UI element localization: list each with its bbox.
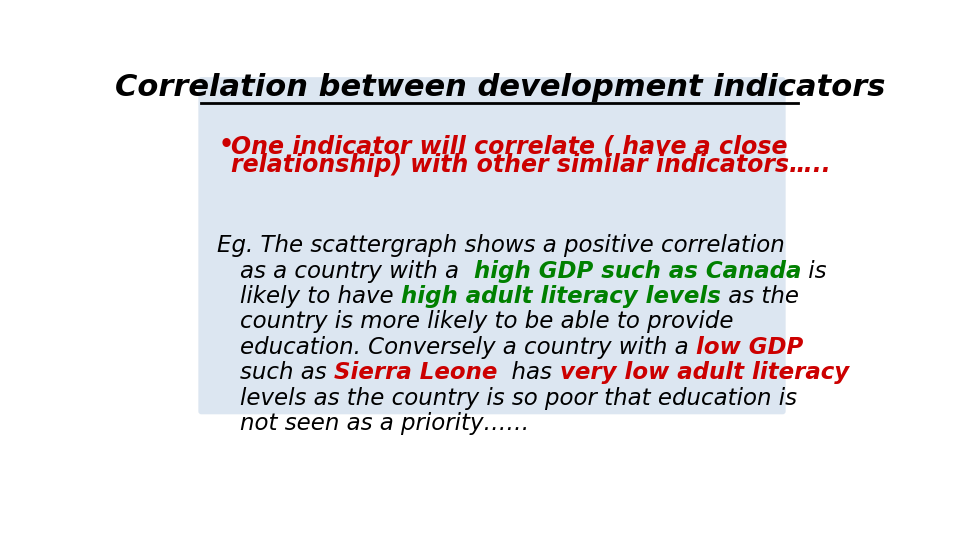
Text: not seen as a priority……: not seen as a priority…… — [240, 412, 529, 435]
Text: very low adult literacy: very low adult literacy — [560, 361, 849, 384]
Text: One indicator will correlate ( have a close: One indicator will correlate ( have a cl… — [230, 134, 787, 158]
Text: relationship) with other similar indicators…..: relationship) with other similar indicat… — [230, 153, 830, 177]
Text: high adult literacy levels: high adult literacy levels — [401, 285, 721, 308]
Text: Sierra Leone: Sierra Leone — [334, 361, 497, 384]
Text: high GDP such as Canada: high GDP such as Canada — [473, 260, 801, 282]
Text: •: • — [219, 133, 233, 157]
Text: low GDP: low GDP — [696, 336, 804, 359]
Text: as the: as the — [721, 285, 799, 308]
Text: country is more likely to be able to provide: country is more likely to be able to pro… — [240, 310, 733, 333]
Text: as a country with a: as a country with a — [240, 260, 473, 282]
Text: Correlation between development indicators: Correlation between development indicato… — [114, 73, 885, 103]
Text: Eg. The scattergraph shows a positive correlation: Eg. The scattergraph shows a positive co… — [217, 234, 784, 257]
Text: likely to have: likely to have — [240, 285, 401, 308]
Text: levels as the country is so poor that education is: levels as the country is so poor that ed… — [240, 387, 797, 410]
Text: is: is — [801, 260, 827, 282]
Text: such as: such as — [240, 361, 334, 384]
Text: has: has — [497, 361, 560, 384]
Text: education. Conversely a country with a: education. Conversely a country with a — [240, 336, 696, 359]
FancyBboxPatch shape — [199, 78, 785, 414]
